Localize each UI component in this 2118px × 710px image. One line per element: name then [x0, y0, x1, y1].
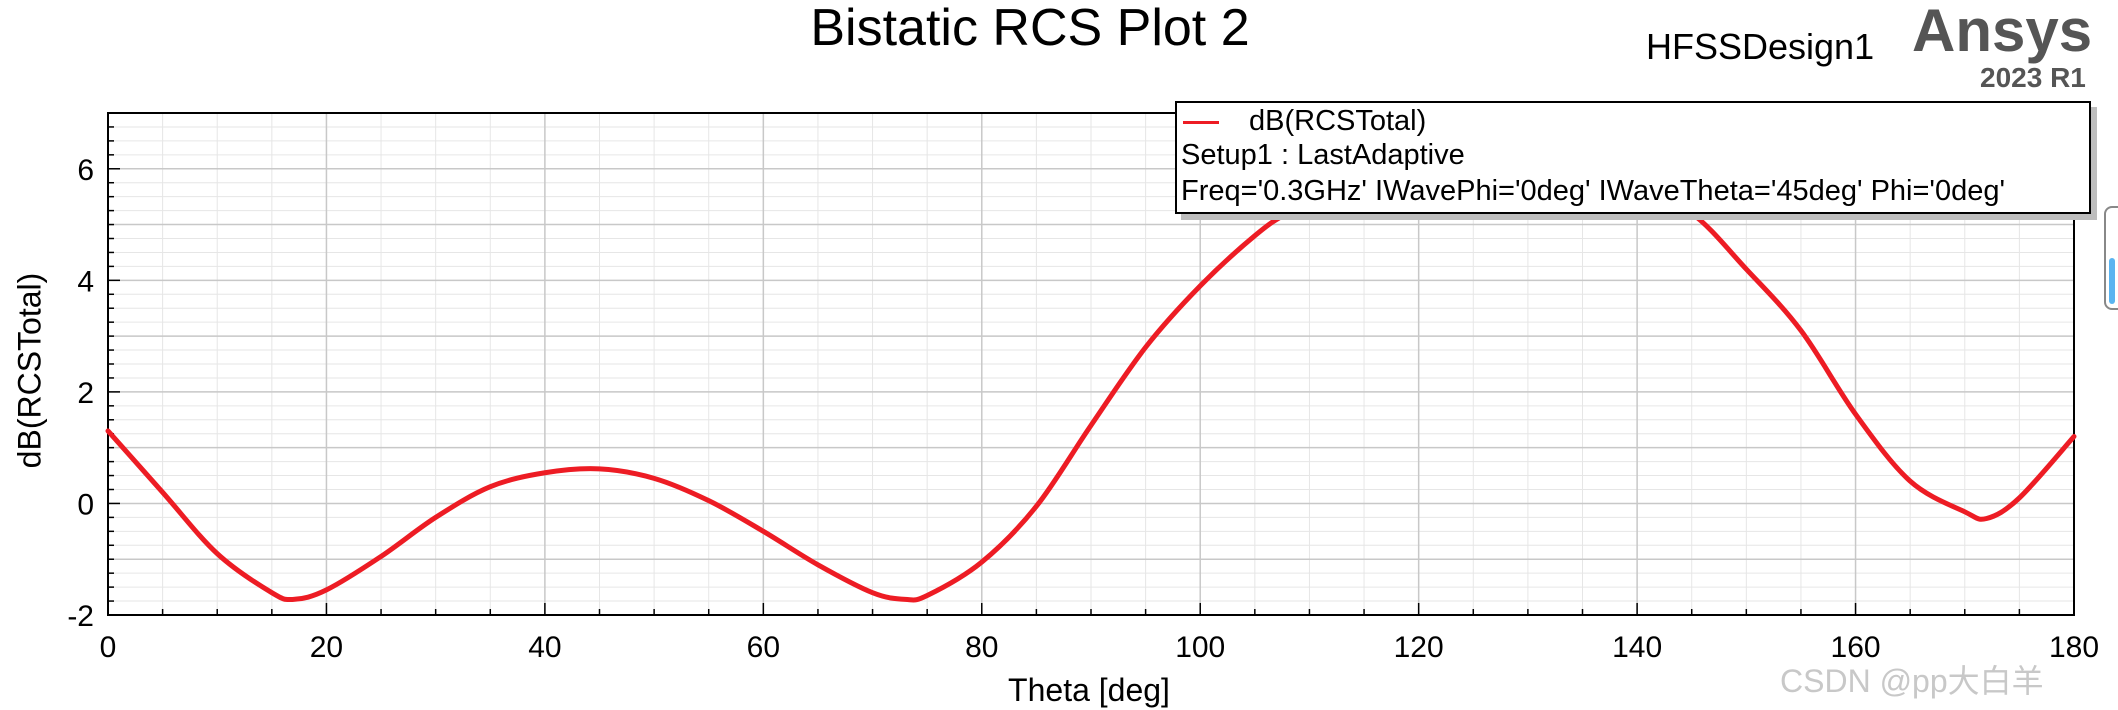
chart-title: Bistatic RCS Plot 2: [810, 0, 1250, 57]
side-scrollbar[interactable]: [2104, 206, 2118, 310]
x-tick-label: 100: [1175, 631, 1225, 664]
x-tick-label: 20: [310, 631, 343, 664]
y-tick-label: 4: [77, 265, 94, 298]
ansys-logo: Ansys: [1912, 0, 2093, 64]
x-tick-label: 120: [1394, 631, 1444, 664]
legend-box[interactable]: dB(RCSTotal) Setup1 : LastAdaptive Freq=…: [1175, 101, 2091, 214]
y-tick-label: 6: [77, 154, 94, 187]
watermark: CSDN @pp大白羊: [1780, 663, 2044, 699]
legend-setup: Setup1 : LastAdaptive: [1181, 139, 1465, 171]
x-tick-label: 80: [965, 631, 998, 664]
legend-params: Freq='0.3GHz' IWavePhi='0deg' IWaveTheta…: [1181, 175, 2006, 207]
legend-line-swatch: [1183, 121, 1219, 124]
x-tick-label: 60: [747, 631, 780, 664]
series-line-rcs-total: [105, 160, 2077, 603]
y-axis-title: dB(RCSTotal): [11, 272, 48, 469]
x-axis-title: Theta [deg]: [1008, 672, 1170, 708]
x-tick-label: 180: [2049, 631, 2099, 664]
y-tick-label: 0: [77, 488, 94, 521]
plot-area-frame: [107, 112, 2075, 616]
ansys-version: 2023 R1: [1980, 62, 2086, 93]
scrollbar-thumb[interactable]: [2109, 258, 2115, 304]
y-tick-label: -2: [67, 600, 94, 633]
design-name: HFSSDesign1: [1646, 26, 1875, 67]
legend-series-label: dB(RCSTotal): [1249, 105, 1427, 137]
x-tick-label: 0: [100, 631, 117, 664]
series-layer: [105, 160, 2077, 603]
y-tick-label: 2: [77, 377, 94, 410]
x-tick-label: 40: [528, 631, 561, 664]
x-tick-label: 140: [1612, 631, 1662, 664]
x-tick-label: 160: [1831, 631, 1881, 664]
